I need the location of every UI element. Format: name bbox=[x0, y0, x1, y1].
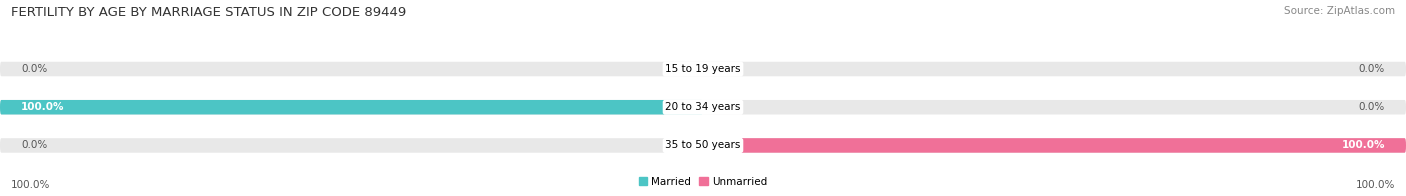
Legend: Married, Unmarried: Married, Unmarried bbox=[634, 172, 772, 191]
Text: 0.0%: 0.0% bbox=[1358, 64, 1385, 74]
Text: 0.0%: 0.0% bbox=[1358, 102, 1385, 112]
Text: 15 to 19 years: 15 to 19 years bbox=[665, 64, 741, 74]
Text: 0.0%: 0.0% bbox=[21, 141, 48, 151]
Text: 35 to 50 years: 35 to 50 years bbox=[665, 141, 741, 151]
Text: FERTILITY BY AGE BY MARRIAGE STATUS IN ZIP CODE 89449: FERTILITY BY AGE BY MARRIAGE STATUS IN Z… bbox=[11, 6, 406, 19]
FancyBboxPatch shape bbox=[0, 100, 703, 114]
FancyBboxPatch shape bbox=[703, 138, 1406, 153]
Text: 0.0%: 0.0% bbox=[21, 64, 48, 74]
Text: 100.0%: 100.0% bbox=[11, 180, 51, 190]
FancyBboxPatch shape bbox=[0, 138, 1406, 153]
Text: 100.0%: 100.0% bbox=[1341, 141, 1385, 151]
Text: 20 to 34 years: 20 to 34 years bbox=[665, 102, 741, 112]
Text: Source: ZipAtlas.com: Source: ZipAtlas.com bbox=[1284, 6, 1395, 16]
FancyBboxPatch shape bbox=[0, 62, 1406, 76]
Text: 100.0%: 100.0% bbox=[1355, 180, 1395, 190]
FancyBboxPatch shape bbox=[0, 100, 1406, 114]
Text: 100.0%: 100.0% bbox=[21, 102, 65, 112]
